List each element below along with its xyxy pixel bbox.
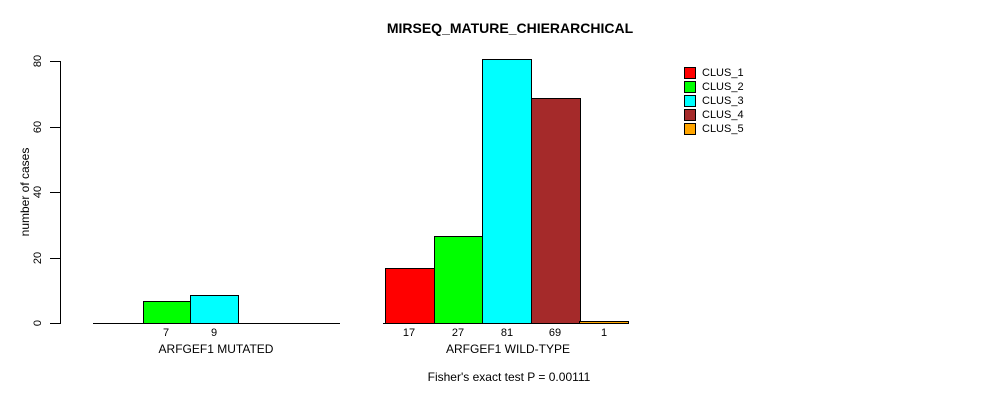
bar-value-label: 9 — [210, 327, 218, 339]
legend-swatch-clus_1 — [684, 67, 696, 79]
legend-label: CLUS_5 — [702, 123, 744, 135]
group-label-arfgef1-wild-type: ARFGEF1 WILD-TYPE — [445, 342, 571, 356]
y-axis-line — [60, 61, 61, 324]
legend-swatch-clus_4 — [684, 109, 696, 121]
y-axis-label: number of cases — [18, 147, 32, 237]
fisher-test-annotation: Fisher's exact test P = 0.00111 — [427, 370, 591, 384]
legend-swatch-clus_5 — [684, 123, 696, 135]
legend-row: CLUS_2 — [684, 80, 744, 94]
chart-title: MIRSEQ_MATURE_CHIERARCHICAL — [386, 20, 634, 36]
legend-label: CLUS_4 — [702, 109, 744, 121]
bar-value-label: 81 — [500, 327, 514, 339]
bar-clus_2-group-0 — [143, 301, 192, 324]
y-axis-tick-label: 80 — [32, 54, 44, 68]
legend-row: CLUS_1 — [684, 66, 744, 80]
bar-value-label: 7 — [162, 327, 170, 339]
y-axis-tick — [50, 127, 60, 128]
group-label-arfgef1-mutated: ARFGEF1 MUTATED — [158, 342, 274, 356]
y-axis-tick — [50, 258, 60, 259]
bar-clus_2-group-1 — [434, 236, 484, 324]
y-axis-tick-label: 60 — [32, 120, 44, 134]
bar-clus_5-group-1 — [579, 321, 629, 324]
bar-clus_4-group-1 — [531, 98, 581, 324]
bar-clus_3-group-1 — [482, 59, 532, 324]
legend-label: CLUS_3 — [702, 95, 744, 107]
y-axis-tick-label: 0 — [32, 319, 44, 327]
legend-row: CLUS_5 — [684, 122, 744, 136]
bar-clus_1-group-1 — [385, 268, 435, 324]
y-axis-tick-label: 20 — [32, 251, 44, 265]
bar-clus_3-group-0 — [190, 295, 239, 324]
legend-swatch-clus_3 — [684, 95, 696, 107]
y-axis-tick — [50, 192, 60, 193]
legend-swatch-clus_2 — [684, 81, 696, 93]
legend: CLUS_1 CLUS_2 CLUS_3 CLUS_4 CLUS_5 — [684, 66, 744, 136]
bar-value-label: 69 — [548, 327, 562, 339]
y-axis-tick — [50, 61, 60, 62]
bar-value-label: 27 — [451, 327, 465, 339]
legend-row: CLUS_3 — [684, 94, 744, 108]
legend-row: CLUS_4 — [684, 108, 744, 122]
legend-label: CLUS_2 — [702, 81, 744, 93]
bar-value-label: 17 — [402, 327, 416, 339]
y-axis-tick — [50, 323, 60, 324]
legend-label: CLUS_1 — [702, 67, 744, 79]
bar-value-label: 1 — [600, 327, 608, 339]
y-axis-tick-label: 40 — [32, 185, 44, 199]
